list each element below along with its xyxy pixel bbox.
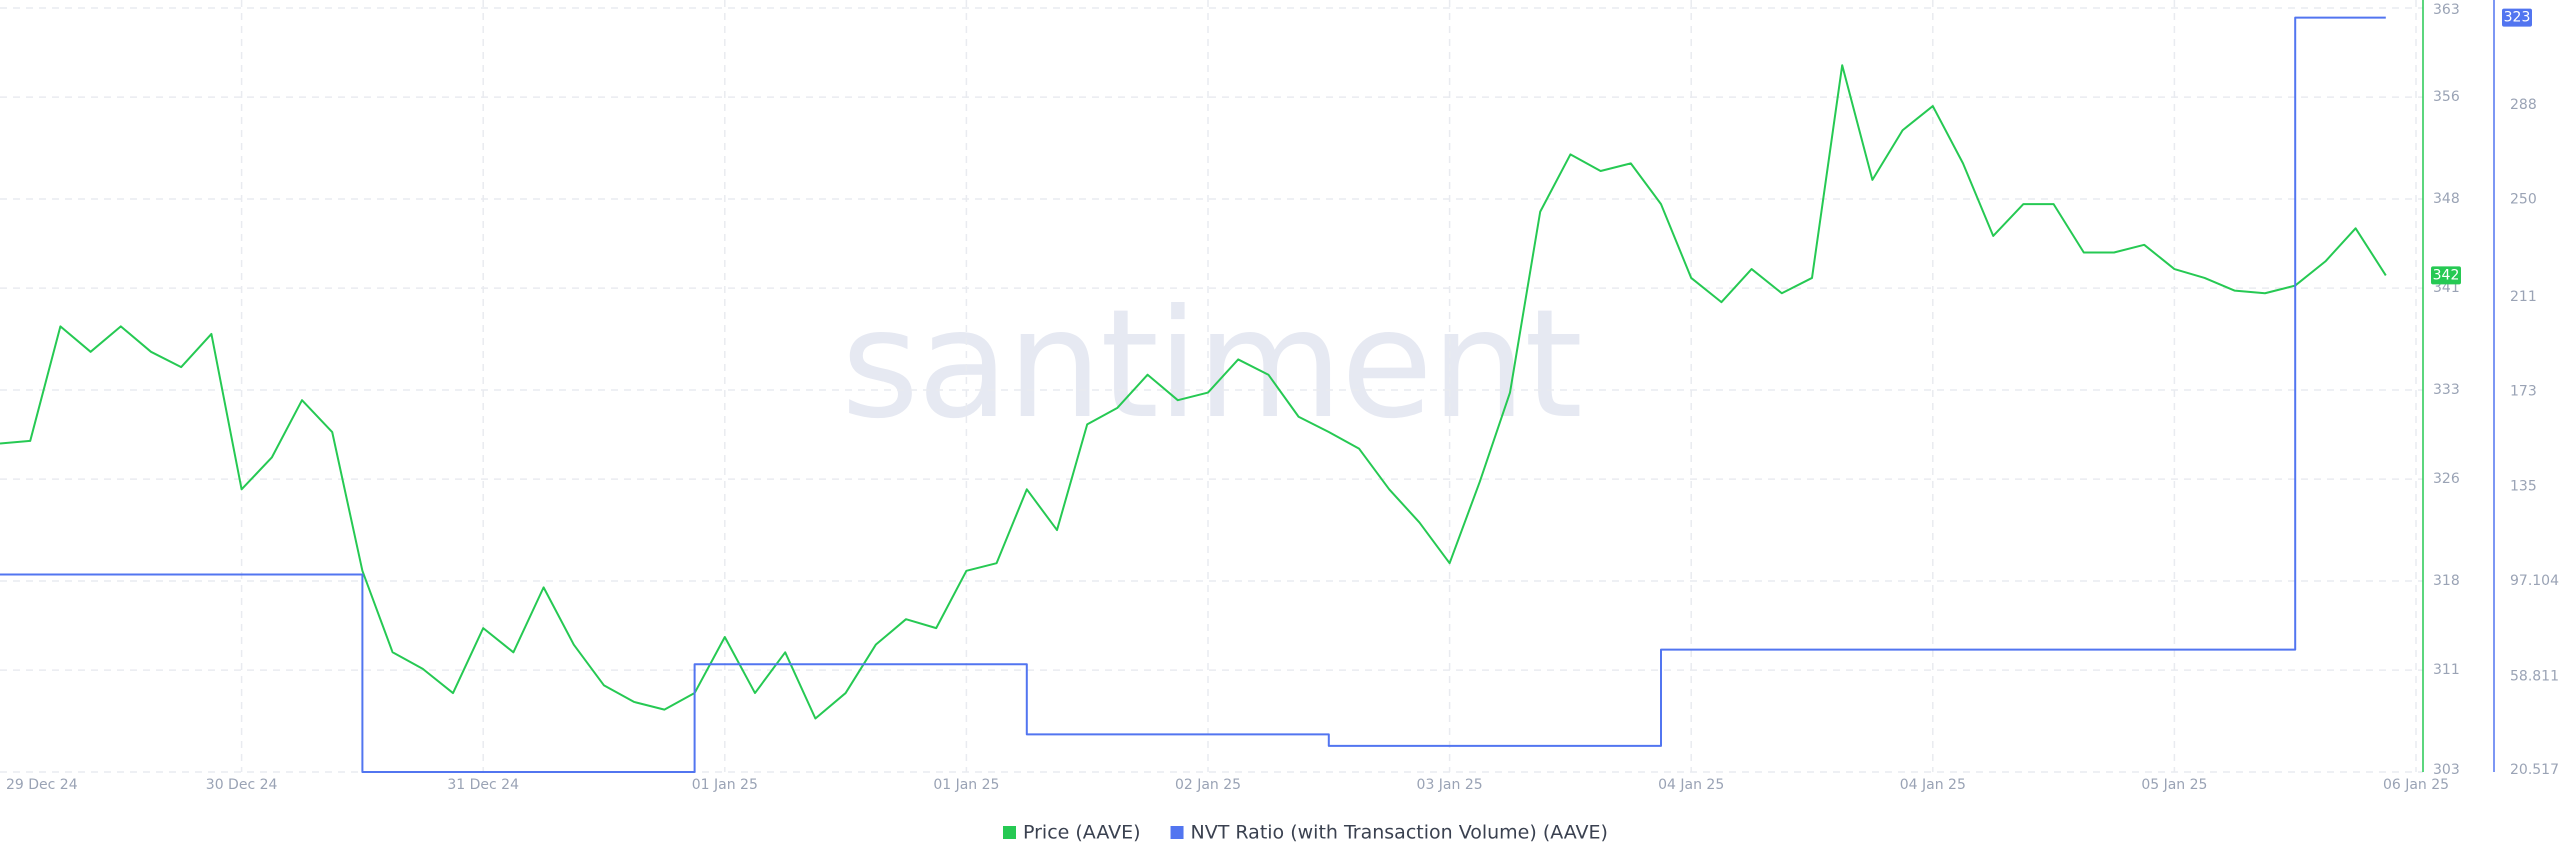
y-tick-label: 303 [2433,762,2460,778]
y2-tick-label: 173 [2510,384,2537,400]
series-line [0,64,2387,720]
y-tick-label: 326 [2433,471,2460,487]
last-value-badge [2502,8,2532,27]
y-tick-label: 318 [2433,573,2460,589]
x-tick-label: 01 Jan 25 [933,777,999,793]
legend-label: NVT Ratio (with Transaction Volume) (AAV… [1191,822,1608,844]
watermark: santiment [841,278,1581,452]
x-tick-label: 01 Jan 25 [692,777,758,793]
y2-tick-label: 97.104 [2510,573,2559,589]
x-tick-label: 02 Jan 25 [1175,777,1241,793]
series-line [0,16,2386,773]
x-tick-label: 03 Jan 25 [1417,777,1483,793]
x-tick-label: 05 Jan 25 [2141,777,2207,793]
legend-swatch [1003,826,1016,839]
y2-tick-label: 20.517 [2510,762,2559,778]
y2-tick-label: 135 [2510,478,2537,494]
last-value-label: 323 [2504,10,2531,26]
y2-tick-label: 58.811 [2510,668,2559,684]
last-value-badge [2431,266,2461,285]
y2-tick-label: 250 [2510,192,2537,208]
y2-tick-label: 211 [2510,289,2537,305]
y-tick-label: 363 [2433,2,2460,18]
y2-tick-label: 288 [2510,97,2537,113]
x-tick-label: 04 Jan 25 [1900,777,1966,793]
x-tick-label: 30 Dec 24 [206,777,278,793]
last-value-label: 342 [2433,267,2460,283]
x-tick-label: 29 Dec 24 [6,777,78,793]
legend-swatch [1170,826,1184,839]
x-tick-label: 31 Dec 24 [447,777,519,793]
legend-label: Price (AAVE) [1023,822,1141,844]
y-tick-label: 348 [2433,191,2460,207]
x-tick-label: 04 Jan 25 [1658,777,1724,793]
x-tick-label: 06 Jan 25 [2383,777,2449,793]
y-tick-label: 333 [2433,382,2460,398]
y-tick-label: 311 [2433,662,2460,678]
y-tick-label: 356 [2433,89,2460,105]
